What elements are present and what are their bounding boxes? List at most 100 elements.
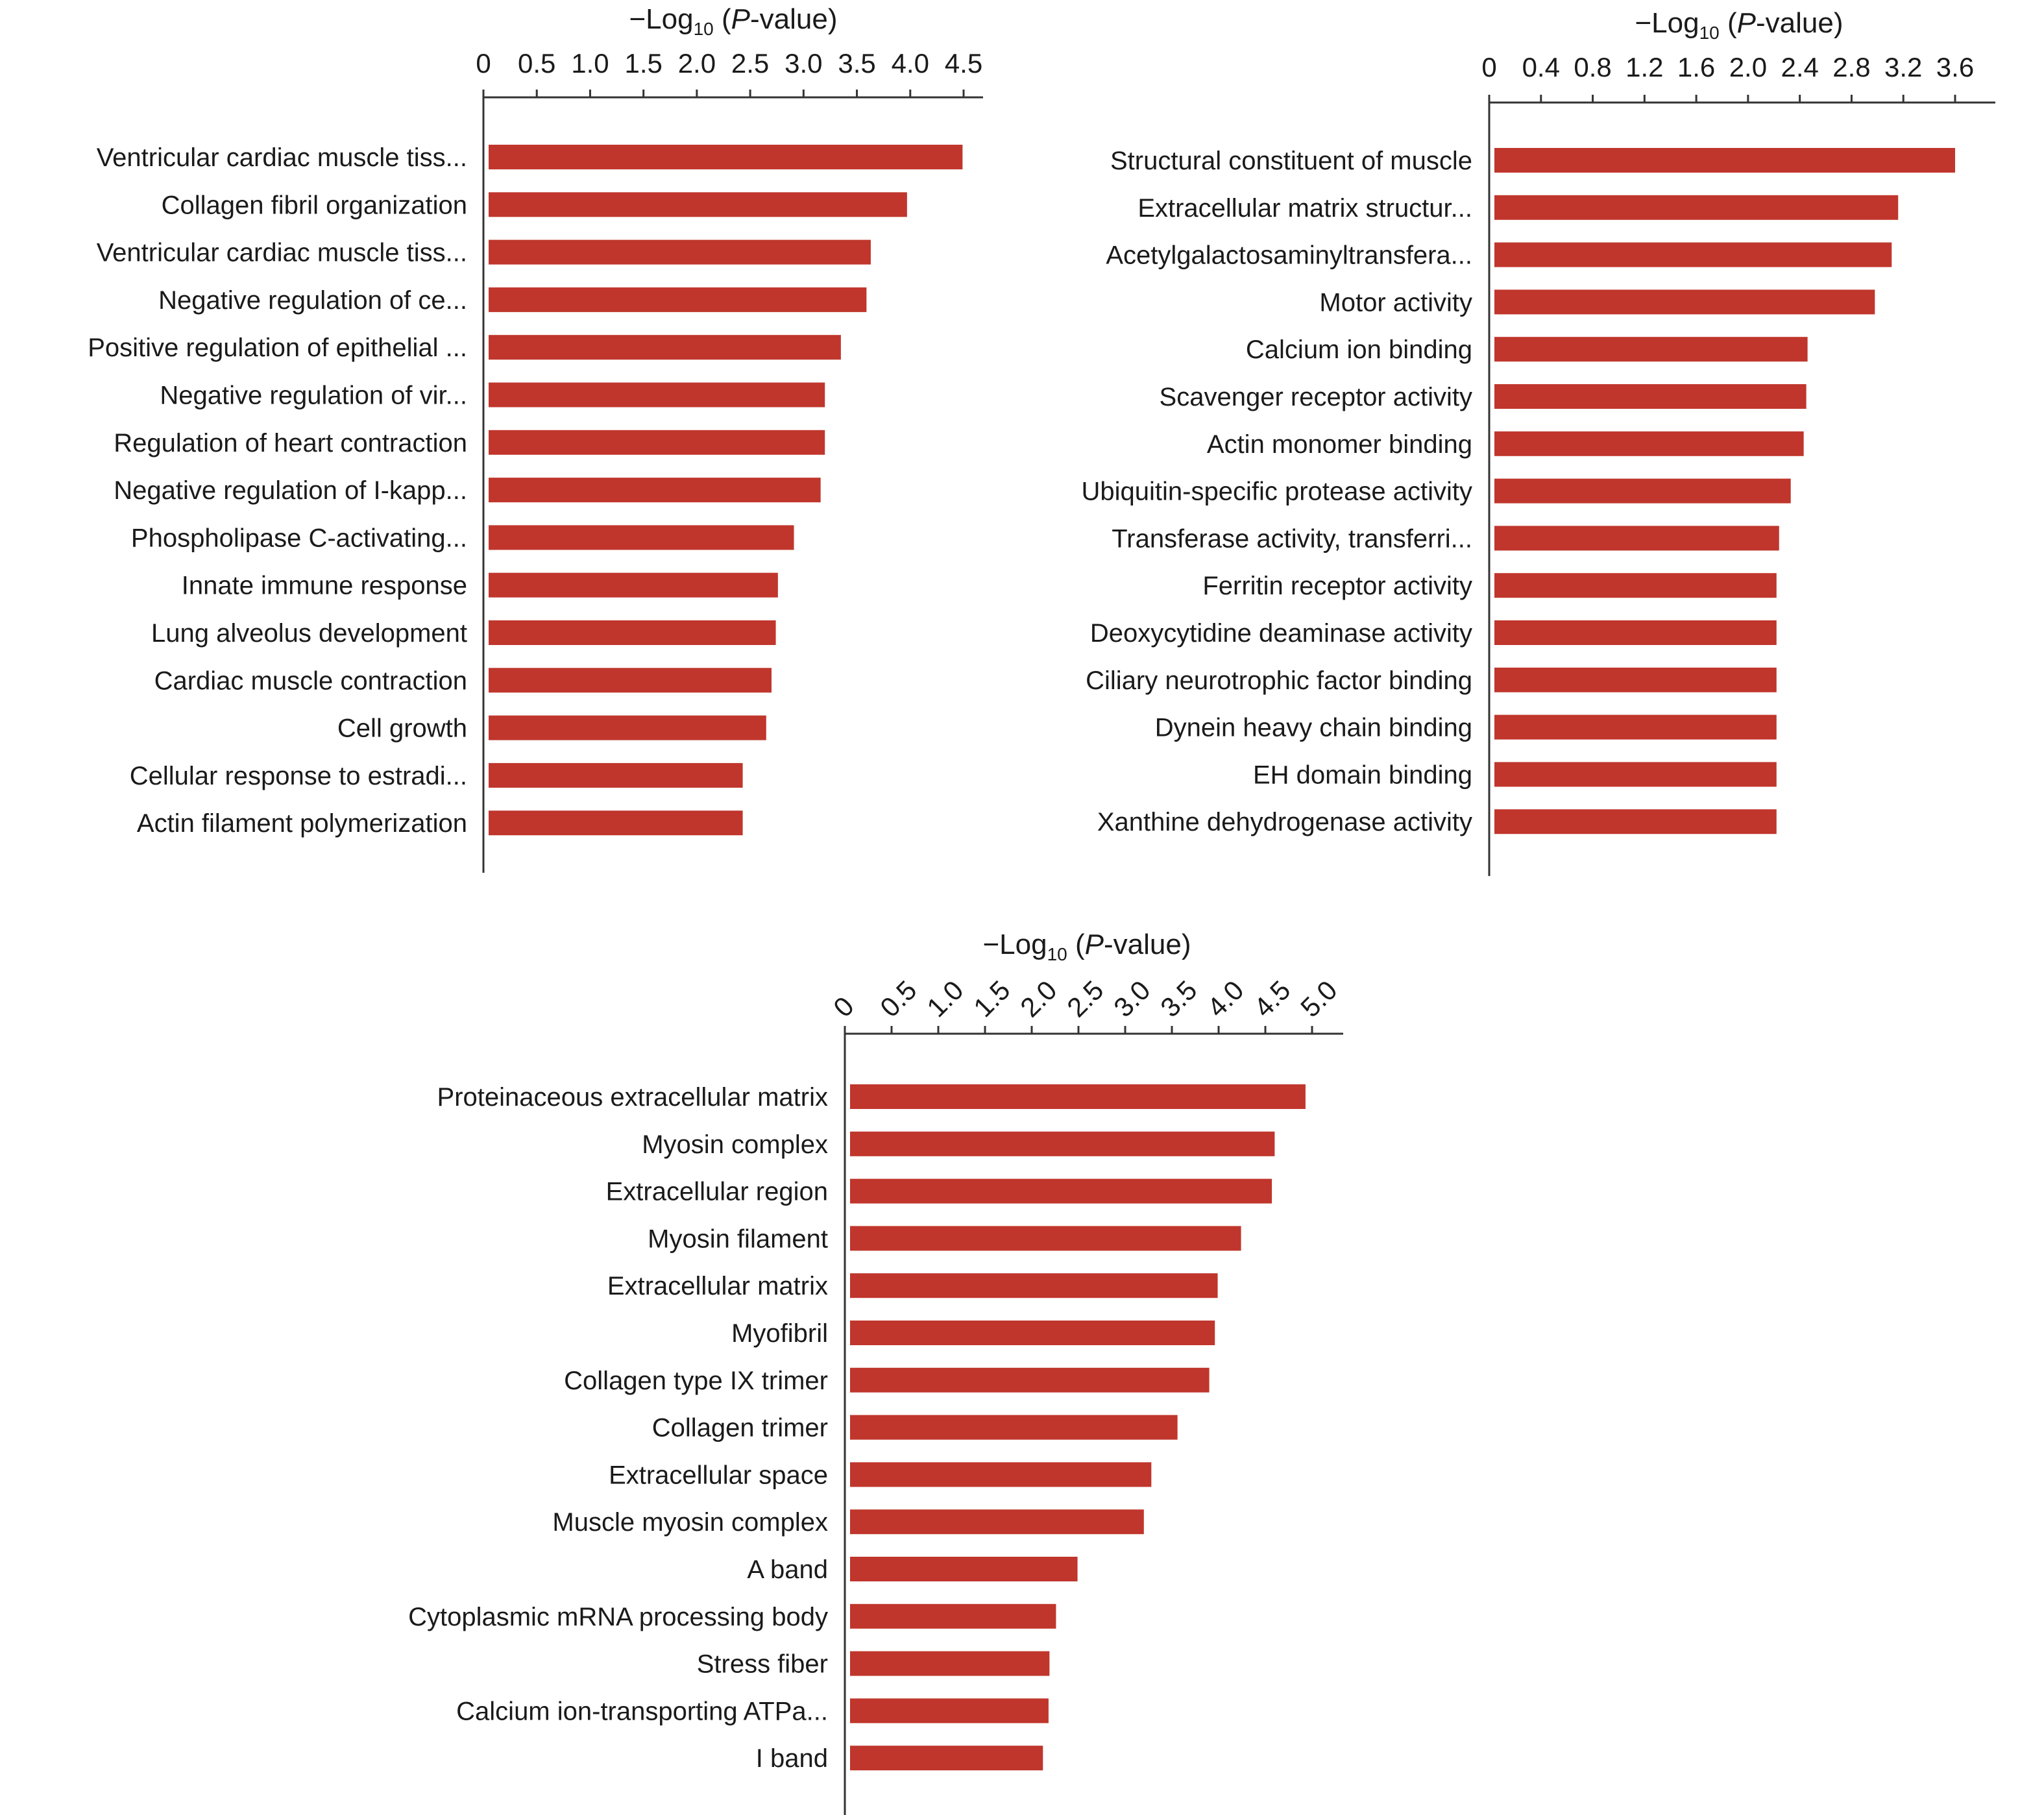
category-label: Extracellular space bbox=[609, 1461, 828, 1489]
x-tick-label: 2.0 bbox=[1729, 52, 1767, 82]
category-label: Cell growth bbox=[337, 714, 467, 743]
x-tick-label: 1.5 bbox=[624, 48, 662, 79]
x-tick-label: 0 bbox=[827, 991, 860, 1023]
axis-title: −Log10 (P-value) bbox=[629, 3, 837, 39]
bar bbox=[1494, 478, 1791, 504]
category-label: I band bbox=[756, 1744, 828, 1773]
bar bbox=[489, 382, 825, 408]
category-label: Dynein heavy chain binding bbox=[1155, 714, 1472, 742]
bar bbox=[1494, 431, 1804, 456]
bar bbox=[489, 335, 841, 360]
axis-title: −Log10 (P-value) bbox=[1635, 7, 1843, 43]
category-label: Cellular response to estradi... bbox=[130, 762, 467, 790]
bar bbox=[850, 1462, 1152, 1487]
bar bbox=[489, 239, 871, 265]
bar bbox=[850, 1084, 1306, 1109]
category-label: Extracellular region bbox=[606, 1178, 828, 1206]
bar bbox=[489, 668, 772, 693]
category-label: Structural constituent of muscle bbox=[1110, 147, 1472, 175]
x-tick-label: 1.0 bbox=[571, 48, 609, 79]
category-label: Phospholipase C-activating... bbox=[131, 524, 467, 552]
category-label: Deoxycytidine deaminase activity bbox=[1090, 619, 1472, 648]
bar bbox=[850, 1226, 1241, 1251]
bar bbox=[850, 1509, 1144, 1535]
category-label: Lung alveolus development bbox=[151, 619, 467, 648]
x-tick-label: 1.0 bbox=[921, 975, 969, 1023]
category-label: Innate immune response bbox=[182, 572, 467, 600]
category-label: Xanthine dehydrogenase activity bbox=[1097, 808, 1472, 836]
bar bbox=[1494, 667, 1777, 692]
bar bbox=[1494, 148, 1955, 173]
x-tick-label: 3.0 bbox=[785, 48, 822, 79]
x-tick-label: 1.6 bbox=[1677, 52, 1715, 82]
bar bbox=[489, 762, 743, 788]
x-tick-label: 3.5 bbox=[1154, 975, 1203, 1023]
x-tick-label: 1.2 bbox=[1625, 52, 1663, 82]
category-label: Collagen trimer bbox=[652, 1414, 828, 1443]
category-label: Negative regulation of I-kapp... bbox=[114, 476, 467, 505]
bar bbox=[489, 287, 867, 312]
category-label: Calcium ion binding bbox=[1246, 335, 1472, 364]
category-label: Scavenger receptor activity bbox=[1160, 383, 1472, 411]
category-label: Calcium ion-transporting ATPa... bbox=[456, 1697, 828, 1725]
category-label: Collagen type IX trimer bbox=[564, 1367, 828, 1395]
bar bbox=[850, 1415, 1178, 1440]
category-label: Ventricular cardiac muscle tiss... bbox=[97, 143, 467, 172]
bar bbox=[1494, 289, 1875, 315]
chart-panel-biological-process: −Log10 (P-value) 0 0.5 1.0 1.5 2.0 2.5 3.0 3.5 4.… bbox=[88, 3, 983, 873]
category-label: Cytoplasmic mRNA processing body bbox=[408, 1603, 828, 1631]
category-label: Myofibril bbox=[731, 1319, 828, 1348]
category-label: Actin filament polymerization bbox=[137, 809, 467, 838]
category-label: EH domain binding bbox=[1253, 761, 1472, 789]
category-label: Stress fiber bbox=[697, 1650, 828, 1679]
x-tick-label: 0.4 bbox=[1522, 52, 1560, 82]
category-label: Muscle myosin complex bbox=[552, 1508, 828, 1537]
bar bbox=[489, 430, 825, 455]
bar bbox=[489, 810, 743, 836]
bar bbox=[1494, 714, 1777, 740]
bar bbox=[1494, 526, 1779, 551]
bar bbox=[850, 1367, 1210, 1393]
bar bbox=[1494, 762, 1777, 787]
x-tick-label: 5.0 bbox=[1295, 975, 1343, 1023]
bar bbox=[850, 1746, 1043, 1771]
bar bbox=[489, 572, 778, 598]
bar bbox=[850, 1273, 1218, 1298]
chart-panel-cellular-component: −Log10 (P-value)0 0.51.01.52.02.53.03.54.… bbox=[408, 929, 1343, 1815]
bar bbox=[850, 1178, 1272, 1204]
x-tick-label: 0.8 bbox=[1574, 52, 1611, 82]
category-label: Collagen fibril organization bbox=[162, 191, 467, 219]
chart-panel-molecular-function: −Log10 (P-value) 0 0.4 0.8 1.2 1.6 2.0 2.4 2.8 3.… bbox=[1082, 7, 1995, 876]
category-label: Proteinaceous extracellular matrix bbox=[437, 1083, 828, 1112]
x-tick-label: 2.0 bbox=[678, 48, 716, 79]
category-label: Ciliary neurotrophic factor binding bbox=[1086, 666, 1472, 695]
bar bbox=[489, 192, 907, 217]
bar bbox=[850, 1131, 1275, 1156]
x-tick-label: 2.4 bbox=[1781, 52, 1818, 82]
x-tick-label: 1.5 bbox=[967, 975, 1016, 1023]
category-label: Regulation of heart contraction bbox=[114, 429, 467, 457]
x-tick-label: 0 bbox=[476, 48, 491, 79]
x-tick-label: 2.5 bbox=[1061, 975, 1110, 1023]
x-tick-label: 4.5 bbox=[945, 48, 982, 79]
bar bbox=[850, 1557, 1078, 1581]
bar bbox=[1494, 384, 1807, 409]
x-tick-label: 4.5 bbox=[1248, 975, 1296, 1023]
bar bbox=[850, 1603, 1056, 1629]
category-label: Myosin filament bbox=[648, 1224, 828, 1253]
category-label: Ferritin receptor activity bbox=[1202, 572, 1472, 600]
bar bbox=[489, 715, 766, 740]
x-tick-label: 2.8 bbox=[1832, 52, 1870, 82]
x-tick-label: 3.5 bbox=[838, 48, 875, 79]
category-label: Positive regulation of epithelial ... bbox=[88, 334, 467, 362]
axis-title: −Log10 (P-value) bbox=[982, 929, 1191, 964]
x-tick-label: 0.5 bbox=[518, 48, 555, 79]
bar bbox=[489, 478, 821, 503]
x-tick-label: 2.5 bbox=[731, 48, 769, 79]
category-label: Acetylgalactosaminyltransfera... bbox=[1106, 241, 1472, 270]
x-tick-label: 0.5 bbox=[874, 975, 923, 1023]
x-tick-label: 3.6 bbox=[1936, 52, 1974, 82]
x-tick-label: 3.0 bbox=[1108, 975, 1156, 1023]
bar bbox=[1494, 337, 1808, 362]
